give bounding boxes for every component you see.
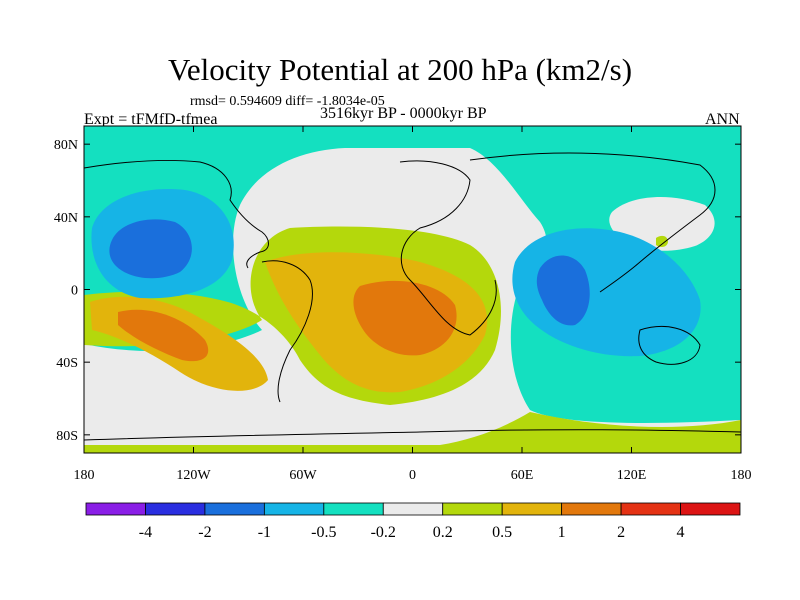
colorbar-swatch: [501, 502, 563, 516]
colorbar-swatch: [680, 502, 741, 516]
colorbar-level-label: 1: [558, 524, 566, 541]
colorbar-level-label: 0.2: [433, 524, 453, 541]
y-tick-label: 80N: [54, 138, 78, 153]
y-tick-label: 40S: [56, 356, 78, 371]
colorbar-swatch: [145, 502, 206, 516]
x-tick-label: 180: [731, 468, 752, 483]
x-tick-label: 0: [409, 468, 416, 483]
region-pacific-core: [118, 309, 209, 362]
coast-asia: [469, 152, 716, 293]
contour-field: [84, 126, 741, 453]
chart-subtitle: rmsd= 0.594609 diff= -1.8034e-05: [190, 94, 385, 109]
x-tick-label: 60W: [289, 468, 317, 483]
colorbar-swatch: [442, 502, 503, 516]
region-east-asia-patch: [656, 235, 668, 247]
season-label: ANN: [705, 111, 740, 128]
colorbar-swatch: [85, 502, 146, 516]
continent-outlines: [84, 152, 741, 441]
colorbar-swatch: [204, 502, 265, 516]
x-tick-label: 180: [74, 468, 95, 483]
colorbar-level-label: -4: [139, 524, 152, 541]
colorbar-level-label: 2: [617, 524, 625, 541]
region-north-pacific-low-inner: [109, 219, 192, 279]
experiment-label: Expt = tFMfD-tfmea: [84, 111, 218, 128]
colorbar-level-label: 0.5: [492, 524, 512, 541]
region-indian-low-inner: [536, 255, 590, 326]
x-tick-label: 120W: [176, 468, 211, 483]
x-tick-label: 60E: [511, 468, 534, 483]
map-axes: 180 120W 60W 0 60E 120E 180 80N 40N 0 40S 80S: [54, 126, 752, 483]
colorbar-level-label: -0.2: [371, 524, 396, 541]
chart-title: Velocity Potential at 200 hPa (km2/s): [167, 52, 633, 87]
colorbar-swatch: [263, 502, 325, 516]
colorbar-swatch: [620, 502, 681, 516]
coast-south-america: [261, 260, 313, 403]
colorbar-level-label: -1: [258, 524, 271, 541]
colorbar-swatch: [323, 502, 384, 516]
coast-australia: [638, 326, 701, 365]
colorbar-swatch: [382, 502, 444, 516]
colorbar: -4 -2 -1 -0.5 -0.2 0.2 0.5 1 2 4: [85, 502, 741, 541]
colorbar-swatch: [561, 502, 622, 516]
coast-north-america: [84, 159, 269, 269]
region-atlantic-core: [353, 280, 457, 356]
colorbar-level-label: 4: [677, 524, 685, 541]
y-tick-label: 80S: [56, 429, 78, 444]
colorbar-level-label: -2: [198, 524, 211, 541]
coast-europe-africa: [399, 160, 497, 336]
coast-antarctica: [84, 429, 741, 441]
period-label: 3516kyr BP - 0000kyr BP: [320, 105, 487, 122]
y-tick-label: 40N: [54, 211, 78, 226]
y-tick-label: 0: [71, 284, 78, 299]
colorbar-level-label: -0.5: [311, 524, 336, 541]
x-tick-label: 120E: [617, 468, 647, 483]
